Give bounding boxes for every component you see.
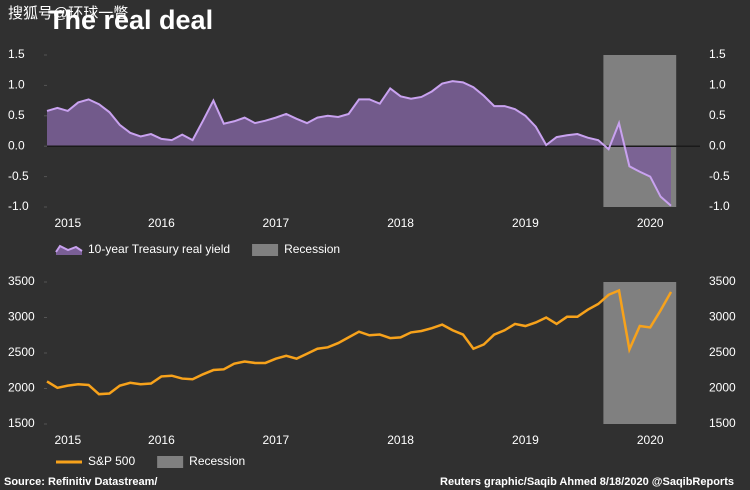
legend-swatch bbox=[252, 244, 279, 256]
y-tick-label: 3000 bbox=[8, 310, 35, 324]
y-tick-label: 1500 bbox=[8, 416, 35, 430]
chart-title: The real deal bbox=[48, 5, 213, 35]
y-tick-label: 1.0 bbox=[8, 78, 25, 92]
y2-tick-label: 3000 bbox=[709, 310, 736, 324]
y-tick-label: 0.5 bbox=[8, 108, 25, 122]
y2-tick-label: 0.0 bbox=[709, 138, 726, 152]
x-tick-label: 2017 bbox=[262, 433, 289, 447]
legend-swatch-line bbox=[55, 244, 83, 253]
x-tick-label: 2015 bbox=[54, 216, 81, 230]
area bbox=[47, 81, 671, 206]
x-tick-label: 2020 bbox=[637, 433, 664, 447]
y2-tick-label: 3500 bbox=[709, 274, 736, 288]
y2-tick-label: 2000 bbox=[709, 381, 736, 395]
y-tick-label: 3500 bbox=[8, 274, 35, 288]
line bbox=[46, 80, 672, 207]
x-tick-label: 2016 bbox=[148, 433, 175, 447]
y-tick-label: -1.0 bbox=[8, 199, 29, 213]
credit: Reuters graphic/Saqib Ahmed 8/18/2020 @S… bbox=[440, 476, 734, 488]
line bbox=[46, 288, 673, 396]
legend-label: Recession bbox=[284, 242, 340, 256]
watermark: 搜狐号@环球一瞥 bbox=[8, 5, 128, 22]
y-tick-label: 2500 bbox=[8, 345, 35, 359]
y-tick-label: 0.0 bbox=[8, 138, 25, 152]
x-tick-label: 2019 bbox=[512, 216, 539, 230]
x-tick-label: 2015 bbox=[54, 433, 81, 447]
source: Source: Refinitiv Datastream/ bbox=[4, 476, 157, 488]
y2-tick-label: 0.5 bbox=[709, 108, 726, 122]
y-tick-label: 1.5 bbox=[8, 47, 25, 61]
y2-tick-label: 2500 bbox=[709, 345, 736, 359]
y2-tick-label: 1.5 bbox=[709, 47, 726, 61]
y-tick-label: -0.5 bbox=[8, 169, 29, 183]
legend-label: Recession bbox=[189, 454, 245, 468]
y2-tick-label: 1.0 bbox=[709, 78, 726, 92]
x-tick-label: 2018 bbox=[387, 216, 414, 230]
y-tick-label: 2000 bbox=[8, 381, 35, 395]
y2-tick-label: -1.0 bbox=[709, 199, 730, 213]
x-tick-label: 2018 bbox=[387, 433, 414, 447]
y2-tick-label: 1500 bbox=[709, 416, 736, 430]
x-tick-label: 2016 bbox=[148, 216, 175, 230]
legend-swatch bbox=[157, 456, 184, 468]
x-tick-label: 2020 bbox=[637, 216, 664, 230]
legend-label: S&P 500 bbox=[88, 454, 135, 468]
y2-tick-label: -0.5 bbox=[709, 169, 730, 183]
x-tick-label: 2017 bbox=[262, 216, 289, 230]
legend-label: 10-year Treasury real yield bbox=[88, 242, 230, 256]
x-tick-label: 2019 bbox=[512, 433, 539, 447]
